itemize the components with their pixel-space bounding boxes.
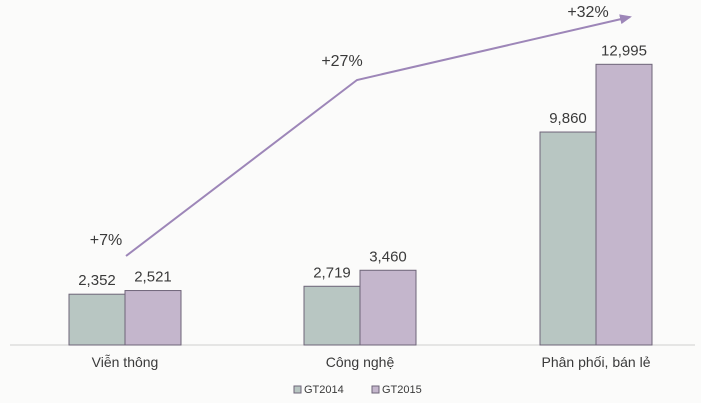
bar-gt2014-1 [303, 285, 361, 346]
bar-gt2015-2 [595, 63, 653, 346]
category-label: Phân phối, bán lẻ [542, 354, 651, 370]
growth-label: +32% [567, 4, 608, 21]
category-label: Công nghệ [326, 354, 395, 370]
category-label: Viễn thông [92, 354, 159, 370]
legend-label: GT2014 [304, 384, 344, 396]
legend-swatch [293, 385, 302, 394]
bar-labels-layer: 2,352 2,521 2,719 3,460 9,860 12,995 [78, 42, 647, 289]
growth-label: +7% [90, 232, 122, 249]
growth-label: +27% [321, 53, 362, 70]
bar-gt2015-0 [124, 290, 182, 346]
bar-value-label: 2,719 [313, 264, 351, 281]
bar-value-label: 3,460 [369, 248, 407, 265]
bar-gt2014-2 [539, 131, 597, 346]
growth-trend-arrow [125, 14, 632, 257]
bar-value-label: 2,352 [78, 272, 116, 289]
bar-value-label: 9,860 [549, 110, 587, 127]
legend: GT2014 GT2015 [293, 384, 422, 396]
bar-gt2014-0 [68, 293, 126, 346]
legend-swatch [371, 385, 380, 394]
growth-labels-layer: +7% +27% +32% [90, 4, 609, 249]
legend-label: GT2015 [382, 384, 422, 396]
bar-value-label: 12,995 [601, 42, 647, 59]
category-labels-layer: Viễn thông Công nghệ Phân phối, bán lẻ [92, 354, 651, 370]
bar-value-label: 2,521 [134, 269, 172, 286]
bars-layer [68, 63, 653, 346]
bar-gt2015-1 [359, 269, 417, 346]
